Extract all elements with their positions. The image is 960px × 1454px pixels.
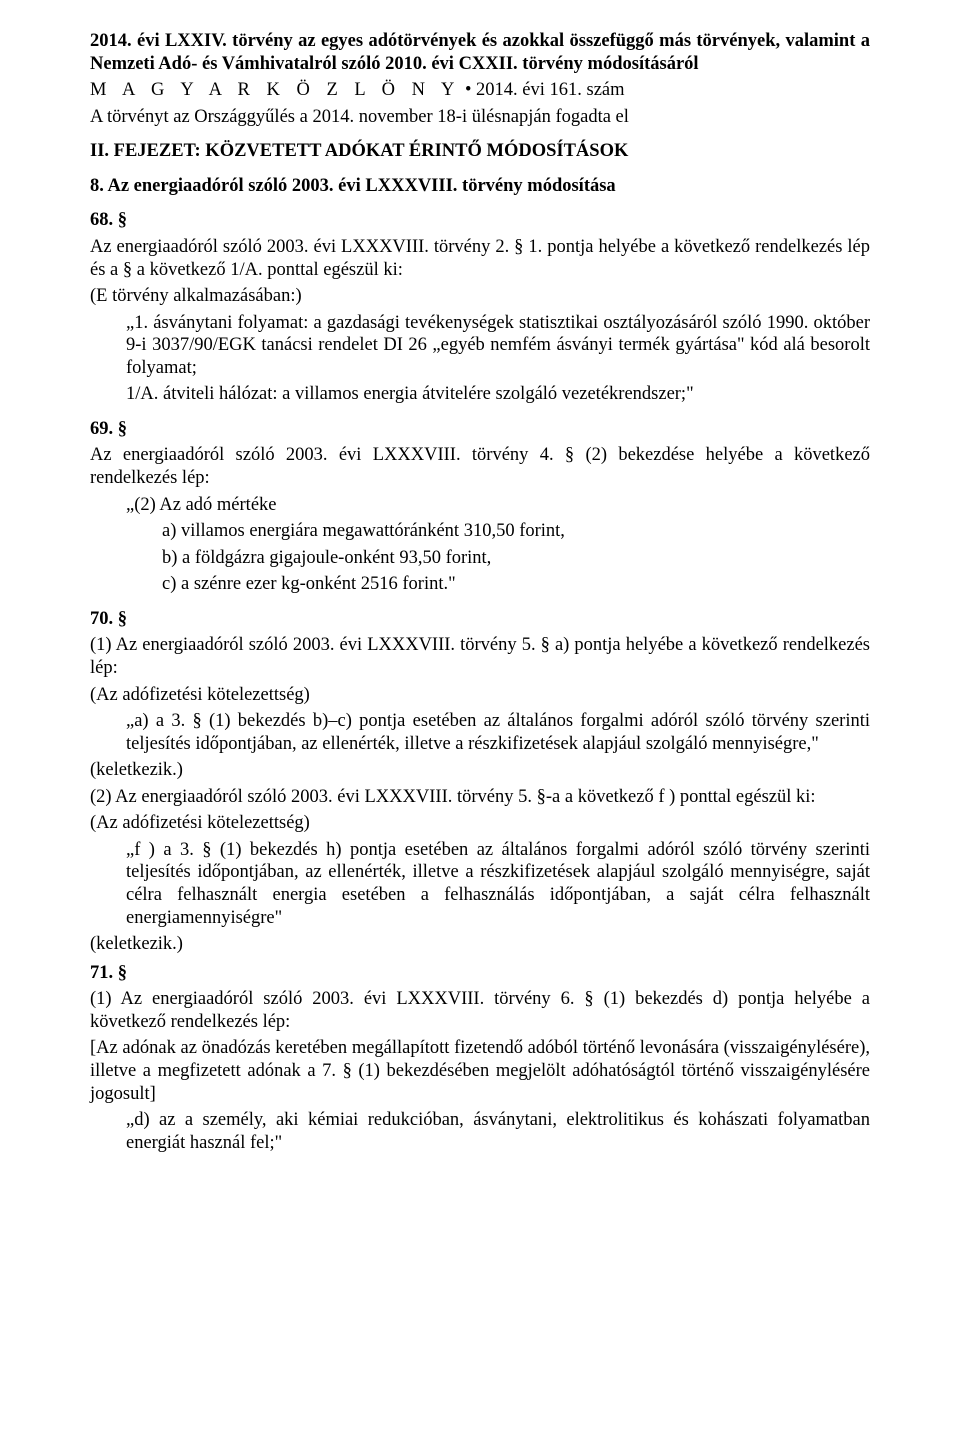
section-70-p2-kel: (keletkezik.) (90, 933, 870, 956)
section-68-point-1a: 1/A. átviteli hálózat: a villamos energi… (90, 383, 870, 406)
gazette-issue: • 2014. évi 161. szám (465, 80, 625, 100)
section-69-a: a) villamos energiára megawattóránként 3… (90, 520, 870, 543)
section-69-q2: „(2) Az adó mértéke (90, 494, 870, 517)
section-70-p1-kel: (keletkezik.) (90, 759, 870, 782)
section-68-lead: Az energiaadóról szóló 2003. évi LXXXVII… (90, 236, 870, 281)
chapter-heading: II. FEJEZET: KÖZVETETT ADÓKAT ÉRINTŐ MÓD… (90, 140, 870, 163)
section-68-point-1: „1. ásványtani folyamat: a gazdasági tev… (90, 312, 870, 380)
section-70-p1-context: (Az adófizetési kötelezettség) (90, 684, 870, 707)
section-70-p1-a: „a) a 3. § (1) bekezdés b)–c) pontja ese… (90, 710, 870, 755)
section-70-number: 70. § (90, 608, 870, 631)
section-70-p2-context: (Az adófizetési kötelezettség) (90, 812, 870, 835)
chapter-subheading: 8. Az energiaadóról szóló 2003. évi LXXX… (90, 175, 870, 198)
section-71-d: „d) az a személy, aki kémiai redukcióban… (90, 1109, 870, 1154)
section-69-c: c) a szénre ezer kg-onként 2516 forint." (90, 573, 870, 596)
section-71-bracket: [Az adónak az önadózás keretében megálla… (90, 1037, 870, 1105)
adopted-line: A törvényt az Országgyűlés a 2014. novem… (90, 106, 870, 129)
section-71-p1-lead: (1) Az energiaadóról szóló 2003. évi LXX… (90, 988, 870, 1033)
doc-title: 2014. évi LXXIV. törvény az egyes adótör… (90, 30, 870, 75)
section-68-context: (E törvény alkalmazásában:) (90, 285, 870, 308)
gazette-name: M A G Y A R K Ö Z L Ö N Y (90, 80, 460, 100)
section-71-number: 71. § (90, 962, 870, 985)
section-69-lead: Az energiaadóról szóló 2003. évi LXXXVII… (90, 444, 870, 489)
section-70-p2-f: „f ) a 3. § (1) bekezdés h) pontja eseté… (90, 839, 870, 929)
gazette-line: M A G Y A R K Ö Z L Ö N Y • 2014. évi 16… (90, 79, 870, 102)
section-68-number: 68. § (90, 209, 870, 232)
section-70-p1-lead: (1) Az energiaadóról szóló 2003. évi LXX… (90, 634, 870, 679)
section-69-number: 69. § (90, 418, 870, 441)
section-69-b: b) a földgázra gigajoule-onként 93,50 fo… (90, 547, 870, 570)
section-70-p2-lead: (2) Az energiaadóról szóló 2003. évi LXX… (90, 786, 870, 809)
